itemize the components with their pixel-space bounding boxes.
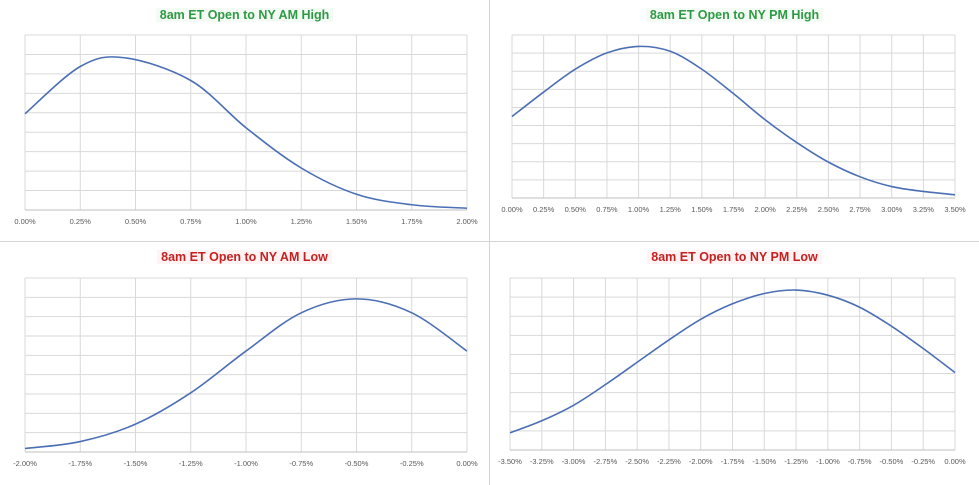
panel-divider-vertical: [489, 0, 490, 485]
x-tick-label: -3.50%: [498, 457, 522, 466]
x-tick-label: 2.25%: [786, 205, 808, 214]
x-tick-label: -2.00%: [689, 457, 713, 466]
chart-panel-am-high: 8am ET Open to NY AM High 0.00% 0.25% 0.50…: [0, 0, 489, 241]
x-tick-label: 1.75%: [401, 217, 423, 226]
series-line: [24, 56, 468, 210]
x-tick-label: 0.75%: [180, 217, 202, 226]
x-tick-label: 0.50%: [125, 217, 147, 226]
x-tick-label: -1.75%: [721, 457, 745, 466]
chart-panel-pm-low: 8am ET Open to NY PM Low -3.50% -3.25% -3.…: [490, 242, 979, 485]
x-tick-label: -3.25%: [530, 457, 554, 466]
series-line: [24, 298, 468, 450]
chart-title: 8am ET Open to NY AM High: [155, 8, 334, 22]
x-tick-label: 1.25%: [291, 217, 313, 226]
panel-divider-horizontal: [0, 241, 979, 242]
series-line: [511, 45, 956, 196]
x-tick-label: -1.75%: [68, 459, 92, 468]
x-tick-label: -3.00%: [562, 457, 586, 466]
chart-plot: 0.00% 0.25% 0.50% 0.75% 1.00% 1.25% 1.50% 1.75%…: [14, 34, 478, 226]
x-tick-label: 3.00%: [881, 205, 903, 214]
x-tick-label: -1.50%: [124, 459, 148, 468]
x-tick-label: 2.00%: [456, 217, 478, 226]
x-tick-label: -2.75%: [593, 457, 617, 466]
x-tick-label: -0.50%: [345, 459, 369, 468]
x-tick-label: -1.00%: [234, 459, 258, 468]
x-tick-label: 1.00%: [235, 217, 257, 226]
x-tick-label: 2.75%: [849, 205, 871, 214]
x-tick-label: 0.25%: [70, 217, 92, 226]
x-tick-label: 1.50%: [691, 205, 713, 214]
x-tick-label: -0.25%: [400, 459, 424, 468]
x-tick-label: 1.75%: [723, 205, 745, 214]
x-tick-label: 0.75%: [596, 205, 618, 214]
x-tick-label: 1.00%: [628, 205, 650, 214]
x-tick-label: 0.00%: [14, 217, 36, 226]
x-tick-label: -0.75%: [848, 457, 872, 466]
chart-title: 8am ET Open to NY PM High: [645, 8, 824, 22]
chart-panel-am-low: 8am ET Open to NY AM Low -2.00% -1.75% -1.…: [0, 242, 489, 485]
x-tick-label: 2.50%: [818, 205, 840, 214]
x-tick-label: -0.25%: [911, 457, 935, 466]
x-tick-label: -1.50%: [752, 457, 776, 466]
x-tick-label: -1.25%: [784, 457, 808, 466]
x-tick-label: -0.50%: [880, 457, 904, 466]
chart-title: 8am ET Open to NY PM Low: [647, 250, 822, 264]
x-tick-label: 0.00%: [456, 459, 478, 468]
x-tick-label: 1.25%: [660, 205, 682, 214]
x-tick-label: -2.50%: [625, 457, 649, 466]
x-tick-label: -2.00%: [13, 459, 37, 468]
chart-title: 8am ET Open to NY AM Low: [157, 250, 332, 264]
x-tick-label: 0.00%: [501, 205, 523, 214]
x-tick-label: 0.25%: [533, 205, 555, 214]
x-tick-label: 3.25%: [913, 205, 935, 214]
x-tick-label: 3.50%: [944, 205, 966, 214]
chart-plot: -3.50% -3.25% -3.00% -2.75% -2.50% -2.25% -2.0…: [498, 277, 966, 466]
x-tick-label: -1.25%: [179, 459, 203, 468]
x-tick-label: 2.00%: [755, 205, 777, 214]
x-tick-label: 1.50%: [346, 217, 368, 226]
chart-plot: 0.00% 0.25% 0.50% 0.75% 1.00% 1.25% 1.50% 1.75%…: [501, 34, 966, 214]
x-tick-label: -1.00%: [816, 457, 840, 466]
series-line: [509, 289, 956, 434]
x-tick-label: -0.75%: [289, 459, 313, 468]
x-tick-label: -2.25%: [657, 457, 681, 466]
chart-panel-pm-high: 8am ET Open to NY PM High 0.00% 0.25% 0.50…: [490, 0, 979, 241]
x-tick-label: 0.50%: [565, 205, 587, 214]
x-tick-label: 0.00%: [944, 457, 966, 466]
chart-plot: -2.00% -1.75% -1.50% -1.25% -1.00% -0.75% -0.5…: [13, 277, 478, 468]
